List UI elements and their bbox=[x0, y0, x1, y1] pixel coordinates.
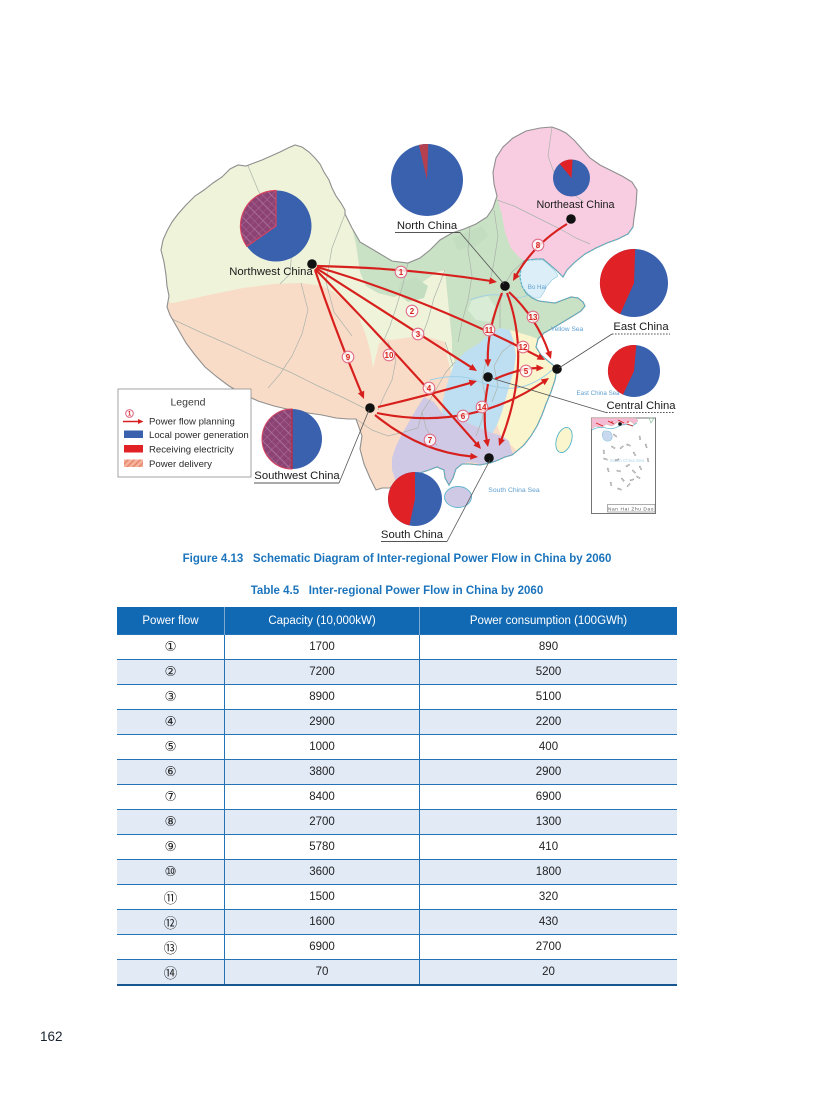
svg-text:14: 14 bbox=[478, 403, 487, 412]
svg-text:Central China: Central China bbox=[606, 400, 676, 412]
svg-text:6: 6 bbox=[461, 412, 466, 421]
svg-text:4: 4 bbox=[427, 384, 432, 393]
svg-text:Power flow planning: Power flow planning bbox=[149, 417, 235, 428]
svg-text:7: 7 bbox=[428, 436, 433, 445]
svg-text:13: 13 bbox=[529, 313, 538, 322]
svg-text:East China: East China bbox=[613, 321, 669, 333]
svg-text:11: 11 bbox=[485, 326, 494, 335]
svg-text:East China Sea: East China Sea bbox=[577, 390, 621, 397]
svg-text:Power delivery: Power delivery bbox=[149, 459, 212, 470]
svg-text:10: 10 bbox=[385, 351, 394, 360]
svg-text:Northwest China: Northwest China bbox=[229, 266, 313, 278]
svg-text:1: 1 bbox=[399, 268, 404, 277]
svg-text:Legend: Legend bbox=[170, 397, 205, 409]
svg-text:1: 1 bbox=[128, 412, 132, 418]
svg-text:Yellow Sea: Yellow Sea bbox=[551, 326, 584, 333]
svg-text:2: 2 bbox=[410, 307, 415, 316]
svg-text:12: 12 bbox=[519, 343, 528, 352]
svg-text:9: 9 bbox=[346, 353, 351, 362]
svg-text:8: 8 bbox=[536, 241, 541, 250]
svg-text:Northeast China: Northeast China bbox=[536, 199, 614, 211]
svg-text:Receiving electricity: Receiving electricity bbox=[149, 444, 234, 455]
svg-text:Local power generation: Local power generation bbox=[149, 430, 249, 441]
svg-text:Nan Hai Zhu Dao: Nan Hai Zhu Dao bbox=[608, 506, 654, 512]
svg-text:South China Sea: South China Sea bbox=[488, 487, 540, 494]
svg-text:3: 3 bbox=[416, 330, 421, 339]
svg-text:Bo Hai: Bo Hai bbox=[528, 284, 547, 291]
svg-text:Southwest China: Southwest China bbox=[254, 470, 340, 482]
svg-text:North China: North China bbox=[397, 220, 458, 232]
svg-text:South China Sea: South China Sea bbox=[610, 458, 645, 463]
svg-text:South China: South China bbox=[381, 529, 444, 541]
svg-text:5: 5 bbox=[524, 367, 529, 376]
